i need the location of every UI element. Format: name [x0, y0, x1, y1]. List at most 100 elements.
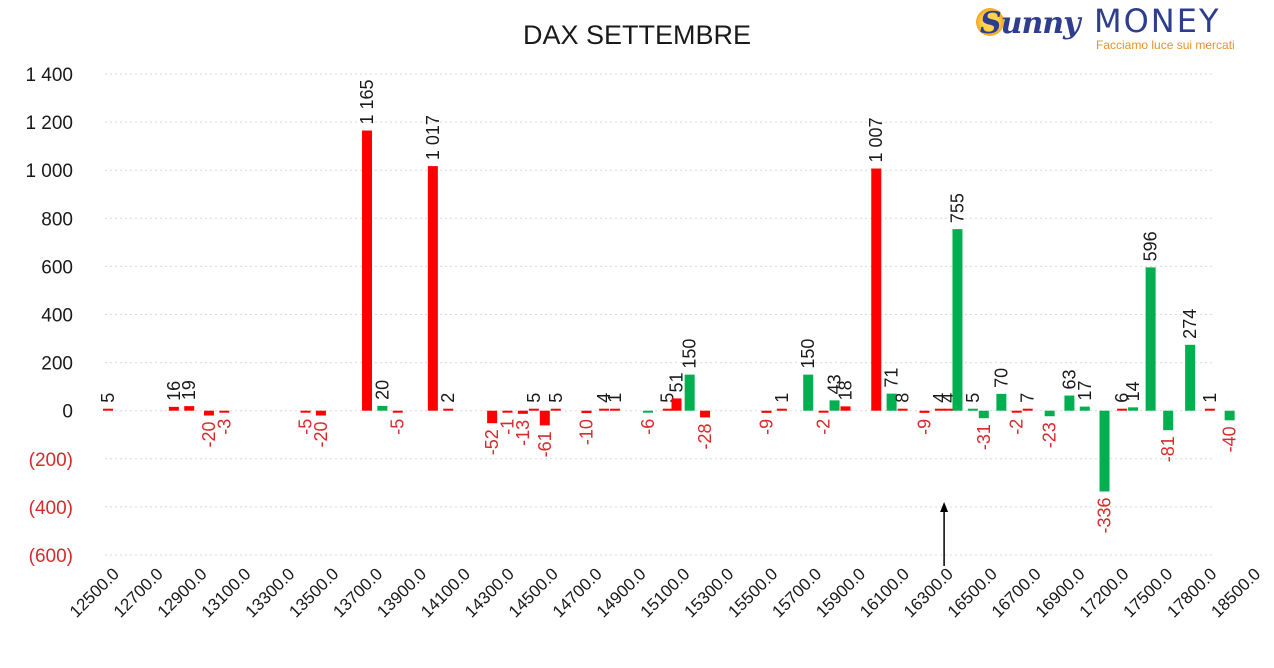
data-label: 5 [524, 393, 544, 403]
y-tick-label: 400 [41, 306, 73, 327]
data-label: 63 [1059, 370, 1079, 390]
bar [897, 408, 908, 411]
y-tick-label: (200) [29, 450, 73, 471]
bar [642, 410, 653, 413]
data-label: 1 007 [866, 117, 886, 162]
data-label: 150 [798, 339, 818, 369]
bar [599, 408, 610, 411]
y-tick-label: 0 [62, 402, 73, 423]
bar [610, 408, 621, 411]
data-label: -9 [757, 419, 777, 435]
data-label: 51 [667, 372, 687, 392]
data-label: 596 [1141, 231, 1161, 261]
data-label: 5 [546, 393, 566, 403]
bar [943, 408, 954, 411]
bar [1185, 344, 1196, 411]
bar [829, 400, 840, 411]
data-label: -10 [577, 419, 597, 445]
y-tick-label: 1 200 [25, 113, 73, 134]
bar [700, 410, 711, 418]
data-label: 5 [963, 393, 983, 403]
data-label: 1 [772, 393, 792, 403]
data-label: -13 [513, 420, 533, 446]
bar [818, 410, 829, 413]
bar [528, 408, 539, 411]
bar [684, 374, 695, 411]
bar [1011, 410, 1022, 413]
bar [487, 410, 498, 424]
data-label: -20 [311, 422, 331, 448]
data-label: 5 [658, 393, 678, 403]
bar [934, 408, 945, 411]
bar [103, 408, 113, 411]
data-label: 150 [680, 339, 700, 369]
y-tick-label: 1 000 [25, 161, 73, 182]
bar [427, 166, 438, 411]
bar [300, 410, 311, 413]
data-label: 755 [947, 193, 967, 223]
data-label: -40 [1220, 426, 1240, 452]
logo-word-money: MONEY [1094, 2, 1221, 40]
data-label: -28 [695, 423, 715, 449]
bar [377, 405, 388, 411]
data-label: 19 [179, 380, 199, 400]
bar [1117, 408, 1128, 411]
sunny-money-logo: Sunny MONEY Facciamo luce sui mercati [976, 2, 1266, 52]
data-label: -2 [1007, 419, 1027, 435]
bar [871, 168, 882, 411]
data-label: 8 [893, 393, 913, 403]
bar [315, 410, 326, 416]
data-label: -5 [388, 419, 408, 435]
logo-word-sunny: Sunny [980, 6, 1081, 41]
data-label: -23 [1040, 422, 1060, 448]
bar [978, 410, 989, 419]
data-label: 7 [1018, 393, 1038, 403]
data-label: 4 [930, 393, 950, 403]
data-label: 14 [1123, 381, 1143, 401]
data-label: 4 [939, 393, 959, 403]
bar [362, 130, 373, 411]
y-tick-label: 200 [41, 354, 73, 375]
data-label: 20 [372, 380, 392, 400]
data-label: 71 [882, 368, 902, 388]
data-label: -2 [814, 419, 834, 435]
data-label: 43 [825, 374, 845, 394]
data-label: 1 [1200, 393, 1220, 403]
bar [1163, 410, 1174, 431]
bar [996, 393, 1007, 411]
bar [184, 406, 195, 411]
bar [761, 410, 772, 413]
bar [662, 408, 673, 411]
data-label: -9 [915, 419, 935, 435]
data-label: 4 [594, 393, 614, 403]
bar [581, 410, 592, 414]
data-label: -20 [199, 422, 219, 448]
data-label: -61 [535, 431, 555, 457]
bar [1099, 410, 1110, 492]
bar [1022, 408, 1033, 411]
bar [1145, 267, 1156, 411]
sun-icon [976, 8, 1004, 36]
data-label: 5 [98, 393, 118, 403]
data-label: -3 [214, 419, 234, 435]
logo-tagline: Facciamo luce sui mercati [1096, 38, 1235, 52]
bar [168, 406, 179, 411]
data-label: 16 [164, 381, 184, 401]
bar [886, 393, 897, 411]
bar [392, 410, 403, 413]
bar [539, 410, 550, 426]
x-tick-label: 18500.0 [1207, 564, 1264, 621]
data-label: 2 [438, 393, 458, 403]
bar [219, 410, 230, 413]
bar [1204, 408, 1215, 411]
bar [550, 408, 561, 411]
bar [1128, 407, 1139, 411]
bar [967, 408, 978, 411]
bar [671, 398, 682, 411]
bar [952, 229, 963, 411]
bar [203, 410, 214, 416]
data-label: 18 [836, 380, 856, 400]
data-label: 70 [991, 368, 1011, 388]
bar [1064, 395, 1075, 411]
bar [1044, 410, 1055, 417]
